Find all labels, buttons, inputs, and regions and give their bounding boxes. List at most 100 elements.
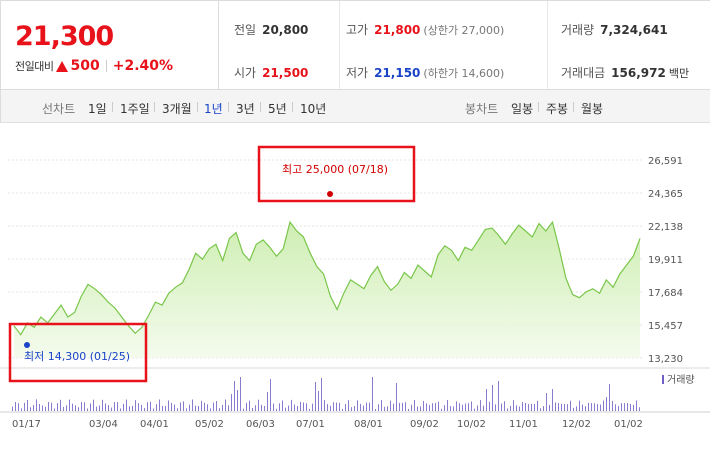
volume-bar	[12, 406, 13, 411]
tab-range-1d[interactable]: 1일	[88, 102, 107, 116]
volume-bar	[183, 401, 184, 411]
volume-bar	[582, 404, 583, 411]
x-tick-label: 06/03	[246, 419, 275, 430]
stat-note: (상한가 27,000)	[423, 24, 505, 37]
line-chart-label: 선차트	[42, 102, 76, 116]
stat-low: 저가 21,150 (하한가 14,600)	[346, 64, 504, 81]
volume-bar	[93, 399, 94, 411]
volume-bar	[210, 408, 211, 411]
volume-bar	[114, 402, 115, 411]
volume-bar	[480, 400, 481, 411]
volume-bar	[246, 402, 247, 411]
volume-bar	[321, 378, 322, 411]
volume-bar	[456, 401, 457, 411]
tab-candle-monthly[interactable]: 월봉	[581, 102, 604, 116]
volume-bar	[54, 408, 55, 411]
volume-bar	[501, 403, 502, 411]
volume-bar	[567, 404, 568, 411]
volume-bar	[486, 389, 487, 411]
volume-bar	[51, 402, 52, 411]
tab-range-5y[interactable]: 5년	[268, 102, 287, 116]
volume-bar	[57, 403, 58, 411]
volume-bar	[186, 408, 187, 411]
volume-bar	[399, 402, 400, 411]
x-tick-label: 08/01	[354, 419, 383, 430]
volume-bar	[552, 389, 553, 411]
volume-bar	[240, 377, 241, 411]
tab-candle-daily[interactable]: 일봉	[511, 102, 534, 116]
volume-bar	[69, 399, 70, 411]
volume-bar	[510, 405, 511, 411]
volume-bar	[189, 404, 190, 411]
volume-bar	[39, 404, 40, 411]
tab-range-10y[interactable]: 10년	[300, 102, 327, 116]
volume-bar	[219, 408, 220, 411]
volume-bar	[84, 402, 85, 411]
volume-bar	[411, 404, 412, 411]
x-tick-label: 03/04	[89, 419, 118, 430]
tab-range-1w[interactable]: 1주일	[120, 102, 150, 116]
min-marker	[24, 342, 30, 348]
volume-bar	[309, 408, 310, 411]
volume-bar	[363, 405, 364, 411]
volume-bar	[198, 405, 199, 411]
volume-bar	[618, 406, 619, 411]
volume-bar	[324, 400, 325, 411]
volume-bar	[255, 405, 256, 411]
volume-bar	[516, 405, 517, 411]
volume-bar	[18, 403, 19, 411]
volume-bar	[261, 404, 262, 411]
x-tick-label: 12/02	[562, 419, 591, 430]
stat-value: 21,150	[374, 66, 421, 80]
volume-bar	[633, 404, 634, 411]
volume-bar	[483, 405, 484, 411]
volume-bar	[504, 401, 505, 411]
tab-candle-weekly[interactable]: 주봉	[546, 102, 569, 116]
volume-bar	[576, 406, 577, 411]
volume-bar	[87, 408, 88, 411]
divider	[339, 1, 340, 89]
volume-bar	[438, 401, 439, 411]
volume-bar	[180, 402, 181, 411]
volume-bar	[594, 403, 595, 411]
volume-bar	[21, 408, 22, 411]
stat-label: 거래량	[561, 23, 595, 37]
volume-bar	[528, 404, 529, 411]
volume-legend-swatch	[662, 375, 664, 384]
volume-bar	[300, 401, 301, 411]
volume-bar	[249, 400, 250, 411]
volume-bar	[432, 403, 433, 411]
stat-value: 21,500	[262, 66, 309, 80]
change-label: 전일대비	[15, 60, 54, 73]
tab-range-3m[interactable]: 3개월	[162, 102, 192, 116]
price-chart: 26,591 24,365 22,138 19,911 17,684 15,457 13,2…	[0, 124, 710, 455]
volume-bar	[111, 407, 112, 411]
stat-value: 21,800	[374, 23, 421, 37]
volume-bar	[366, 402, 367, 411]
volume-bar	[498, 381, 499, 411]
volume-bar	[144, 407, 145, 411]
volume-bar	[243, 408, 244, 411]
volume-bar	[570, 400, 571, 411]
up-triangle-icon	[56, 60, 69, 72]
volume-bar	[348, 400, 349, 411]
volume-bar	[24, 402, 25, 411]
volume-bar	[441, 408, 442, 411]
volume-bar	[435, 402, 436, 411]
volume-bar	[216, 401, 217, 411]
price-line	[13, 220, 641, 336]
tab-range-3y[interactable]: 3년	[236, 102, 255, 116]
volume-bar	[426, 403, 427, 411]
tab-range-1y[interactable]: 1년	[204, 102, 223, 116]
stat-label: 시가	[234, 66, 257, 80]
volume-bar	[585, 406, 586, 411]
volume-bar	[378, 404, 379, 411]
volume-bar	[63, 406, 64, 411]
candle-chart-label: 봉차트	[465, 102, 499, 116]
volume-bar	[345, 403, 346, 411]
stat-note: (하한가 14,600)	[423, 67, 505, 80]
volume-bar	[525, 403, 526, 411]
volume-bar	[201, 400, 202, 411]
stat-value: 7,324,641	[600, 23, 668, 37]
stat-trade-value: 거래대금 156,972 백만	[561, 64, 689, 81]
